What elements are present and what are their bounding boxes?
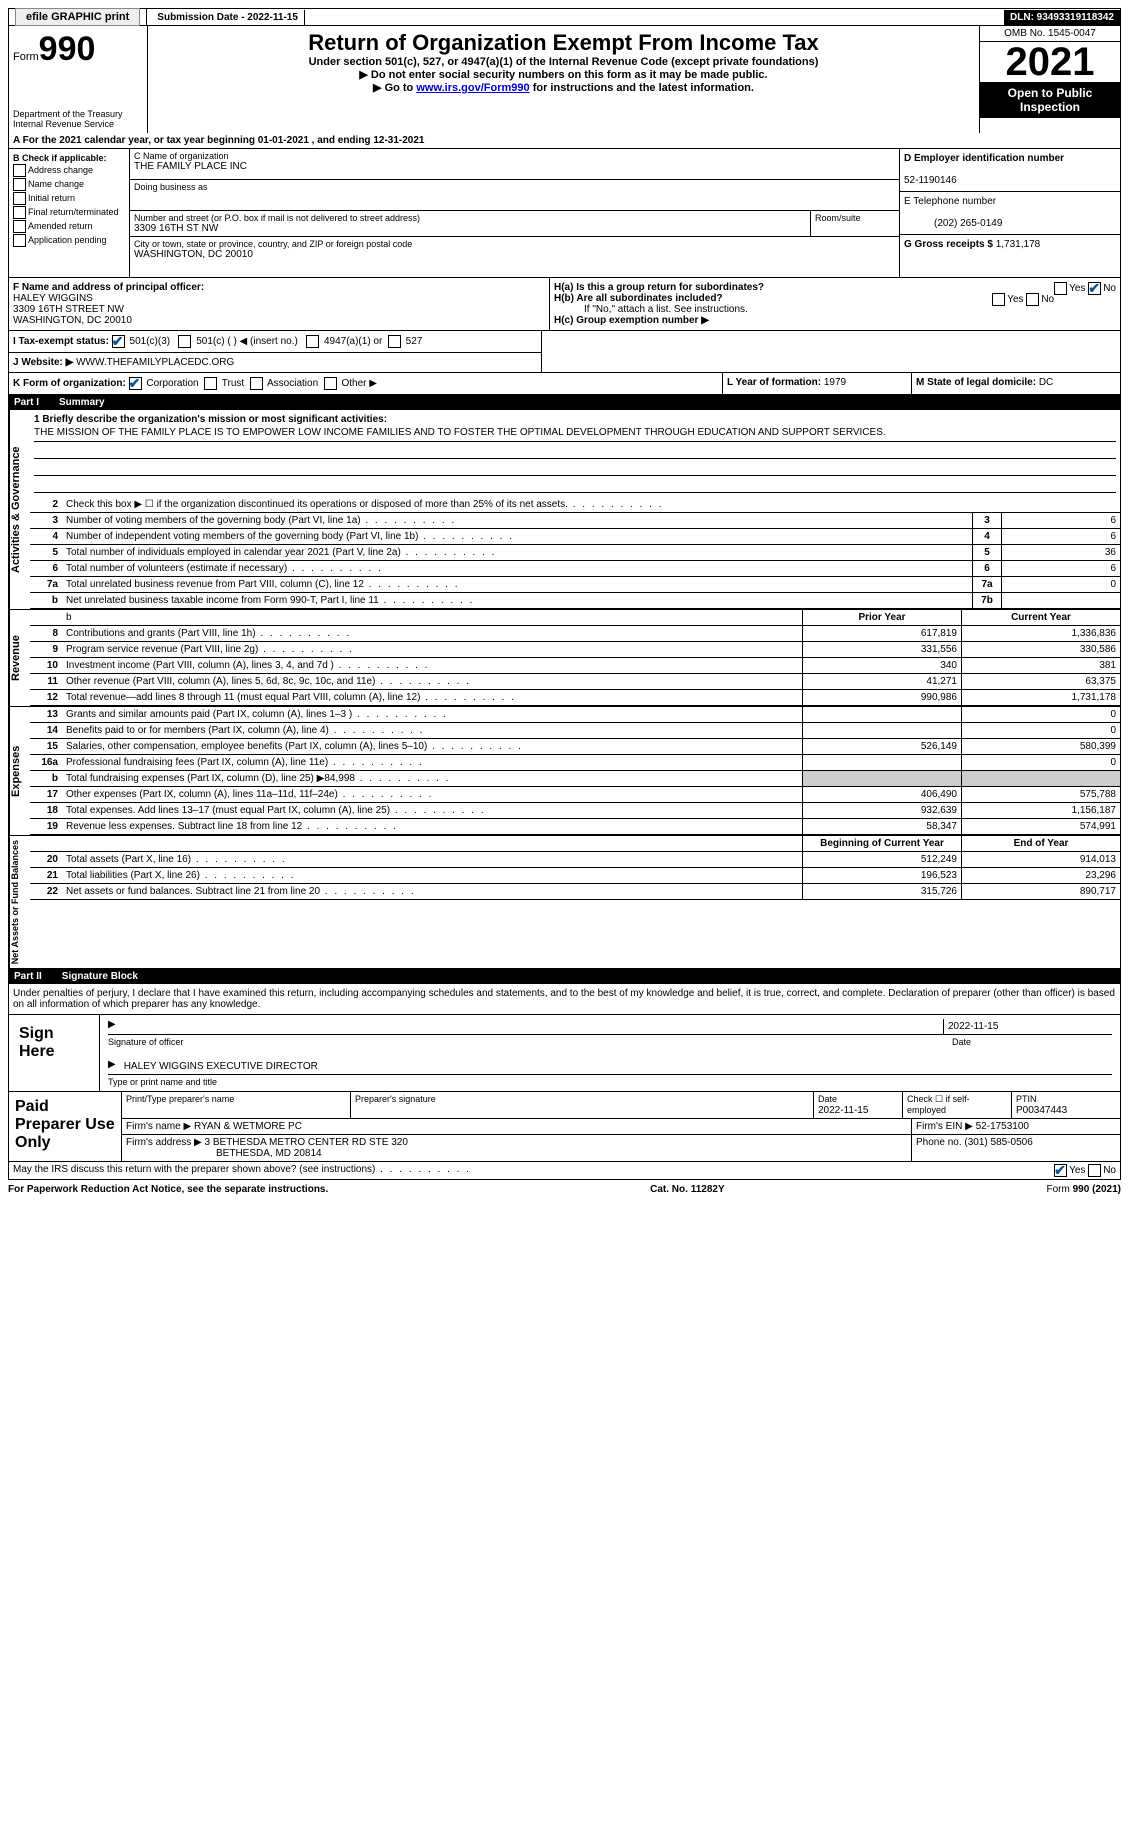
vert-expenses: Expenses [9,707,30,835]
box-c: C Name of organization THE FAMILY PLACE … [129,149,899,277]
line-20: 20Total assets (Part X, line 16)512,2499… [30,852,1120,868]
efile-print-button[interactable]: efile GRAPHIC print [15,8,140,26]
gov-line-5: 5Total number of individuals employed in… [30,545,1120,561]
expenses-section: Expenses 13Grants and similar amounts pa… [8,707,1121,836]
form-number-box: Form990 Department of the Treasury Inter… [9,26,148,133]
part1-header: Part I Summary [8,395,1121,410]
box-b: B Check if applicable: Address change Na… [9,149,129,277]
line-22: 22Net assets or fund balances. Subtract … [30,884,1120,900]
gov-line-6: 6Total number of volunteers (estimate if… [30,561,1120,577]
penalties-text: Under penalties of perjury, I declare th… [9,984,1120,1015]
vert-governance: Activities & Governance [9,410,30,609]
form-title-box: Return of Organization Exempt From Incom… [148,26,979,133]
hb-no[interactable] [1026,293,1039,306]
top-bar: efile GRAPHIC print Submission Date - 20… [8,8,1121,26]
mission-text: THE MISSION OF THE FAMILY PLACE IS TO EM… [34,427,1116,442]
efile-cell: efile GRAPHIC print [9,9,147,25]
line-16a: 16aProfessional fundraising fees (Part I… [30,755,1120,771]
cb-trust[interactable] [204,377,217,390]
year-box: OMB No. 1545-0047 2021 Open to Public In… [979,26,1120,133]
vert-netassets: Net Assets or Fund Balances [9,836,30,968]
discuss-yes[interactable] [1054,1164,1067,1177]
ha-yes[interactable] [1054,282,1067,295]
form-title: Return of Organization Exempt From Incom… [152,30,975,56]
vert-revenue: Revenue [9,610,30,706]
governance-section: Activities & Governance 1 Briefly descri… [8,410,1121,610]
line-j: J Website: ▶ WWW.THEFAMILYPLACEDC.ORG [9,353,541,373]
discuss-no[interactable] [1088,1164,1101,1177]
line-8: 8Contributions and grants (Part VIII, li… [30,626,1120,642]
cb-4947[interactable] [306,335,319,348]
line-18: 18Total expenses. Add lines 13–17 (must … [30,803,1120,819]
dln: DLN: 93493319118342 [1004,10,1120,25]
row-fh: F Name and address of principal officer:… [8,278,1121,331]
page-footer: For Paperwork Reduction Act Notice, see … [8,1180,1121,1199]
box-h: H(a) Is this a group return for subordin… [549,278,1120,331]
cb-app-pending[interactable]: Application pending [13,234,125,247]
gov-line-b: bNet unrelated business taxable income f… [30,593,1120,609]
ein: 52-1190146 [904,175,957,186]
cb-amended[interactable]: Amended return [13,220,125,233]
row-klm: K Form of organization: Corporation Trus… [8,373,1121,395]
signature-block: Under penalties of perjury, I declare th… [8,984,1121,1162]
cb-corp[interactable] [129,377,142,390]
line-19: 19Revenue less expenses. Subtract line 1… [30,819,1120,835]
line-b: bTotal fundraising expenses (Part IX, co… [30,771,1120,787]
cb-501c3[interactable] [112,335,125,348]
form-header: Form990 Department of the Treasury Inter… [8,26,1121,133]
line-17: 17Other expenses (Part IX, column (A), l… [30,787,1120,803]
rev-header: b Prior Year Current Year [30,610,1120,626]
line-21: 21Total liabilities (Part X, line 26)196… [30,868,1120,884]
line-10: 10Investment income (Part VIII, column (… [30,658,1120,674]
line-9: 9Program service revenue (Part VIII, lin… [30,642,1120,658]
box-f: F Name and address of principal officer:… [9,278,549,331]
website: WWW.THEFAMILYPLACEDC.ORG [76,357,234,368]
mission: 1 Briefly describe the organization's mi… [30,410,1120,497]
net-header: Beginning of Current Year End of Year [30,836,1120,852]
org-name: THE FAMILY PLACE INC [134,161,247,172]
sign-here: Sign Here 2022-11-15 Signature of office… [9,1015,1120,1091]
line-k: K Form of organization: Corporation Trus… [9,373,722,394]
cb-initial-return[interactable]: Initial return [13,192,125,205]
org-city: WASHINGTON, DC 20010 [134,249,253,260]
line-l: L Year of formation: 1979 [722,373,911,394]
firm-name: RYAN & WETMORE PC [194,1121,302,1132]
line-11: 11Other revenue (Part VIII, column (A), … [30,674,1120,690]
line-15: 15Salaries, other compensation, employee… [30,739,1120,755]
cb-other[interactable] [324,377,337,390]
line-13: 13Grants and similar amounts paid (Part … [30,707,1120,723]
cb-final-return[interactable]: Final return/terminated [13,206,125,219]
gross-receipts: 1,731,178 [996,239,1041,250]
line-14: 14Benefits paid to or for members (Part … [30,723,1120,739]
submission-date: Submission Date - 2022-11-15 [151,10,305,25]
cb-assoc[interactable] [250,377,263,390]
box-d: D Employer identification number 52-1190… [899,149,1120,277]
line-m: M State of legal domicile: DC [911,373,1120,394]
phone: (202) 265-0149 [904,218,1002,229]
gov-line-3: 3Number of voting members of the governi… [30,513,1120,529]
line-12: 12Total revenue—add lines 8 through 11 (… [30,690,1120,706]
officer-name: HALEY WIGGINS EXECUTIVE DIRECTOR [120,1059,322,1074]
org-street: 3309 16TH ST NW [134,223,218,234]
line-i: I Tax-exempt status: 501(c)(3) 501(c) ( … [9,331,541,353]
gov-line-7a: 7aTotal unrelated business revenue from … [30,577,1120,593]
cb-501c[interactable] [178,335,191,348]
revenue-section: Revenue b Prior Year Current Year 8Contr… [8,610,1121,707]
paid-preparer: Paid Preparer Use Only Print/Type prepar… [9,1091,1120,1161]
hb-yes[interactable] [992,293,1005,306]
gov-line-4: 4Number of independent voting members of… [30,529,1120,545]
line-a: A For the 2021 calendar year, or tax yea… [8,133,1121,149]
irs-link[interactable]: www.irs.gov/Form990 [416,82,529,94]
gov-line-2: 2Check this box ▶ ☐ if the organization … [30,497,1120,513]
ha-no[interactable] [1088,282,1101,295]
discuss-row: May the IRS discuss this return with the… [8,1162,1121,1180]
cb-name-change[interactable]: Name change [13,178,125,191]
part2-header: Part II Signature Block [8,969,1121,984]
block-bcd: B Check if applicable: Address change Na… [8,149,1121,278]
cb-527[interactable] [388,335,401,348]
netassets-section: Net Assets or Fund Balances Beginning of… [8,836,1121,969]
cb-address-change[interactable]: Address change [13,164,125,177]
